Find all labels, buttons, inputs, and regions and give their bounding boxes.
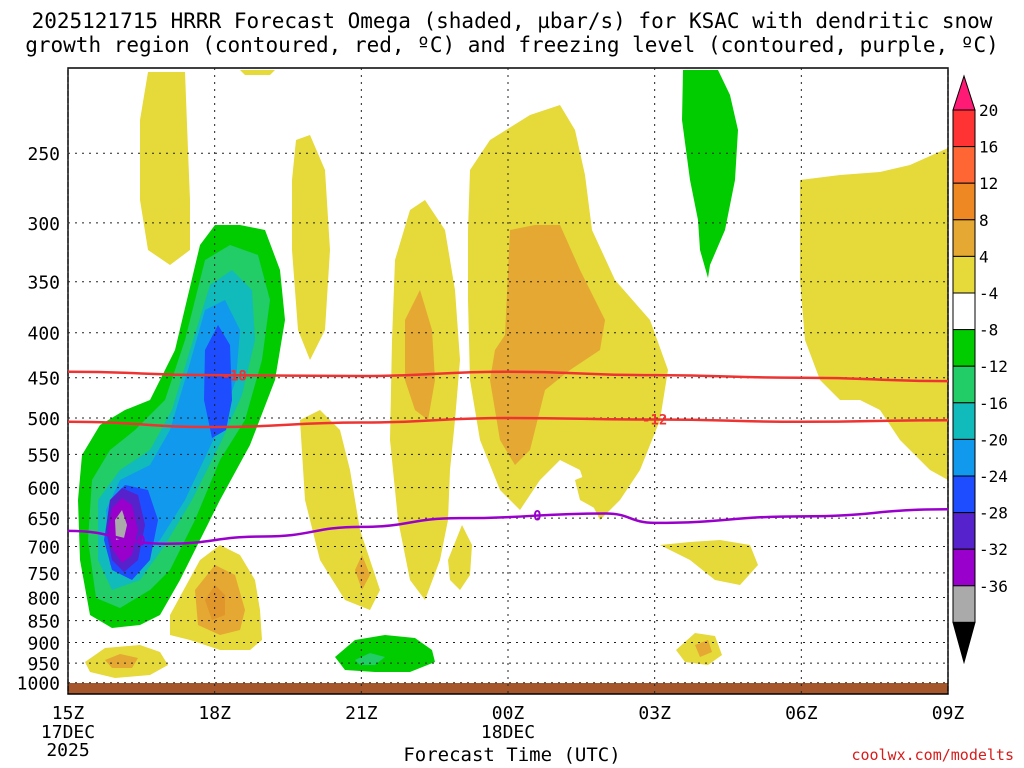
y-tick-label: 250 [27,144,60,165]
x-tick-label: 03Z [638,703,671,724]
y-tick-label: 750 [27,564,60,585]
x-tick-label: 15Z [52,703,85,724]
omega-region [205,585,225,620]
omega-region [682,70,738,278]
y-tick-label: 850 [27,612,60,633]
omega-region [448,525,472,590]
omega-region [140,72,190,265]
colorbar-label: -4 [979,284,998,303]
colorbar-label: -12 [979,357,1008,376]
x-tick-label: 09Z [932,703,965,724]
colorbar-segment [952,182,976,221]
colorbar-segment [952,365,976,404]
colorbar-segment [952,585,976,623]
x-axis-label: Forecast Time (UTC) [403,744,621,766]
ground-strip [68,683,948,694]
omega-region [490,225,605,465]
x-tick-sublabel: 17DEC [41,722,95,743]
colorbar-segment [952,146,976,184]
colorbar-label: 12 [979,174,998,193]
colorbar-top-arrow [952,74,976,111]
colorbar-label: 16 [979,138,998,157]
contour-label: 0 [533,509,541,525]
colorbar-label: -16 [979,394,1008,413]
contour-label: -12 [642,412,667,428]
colorbar-segment [952,438,976,477]
colorbar-label: 8 [979,211,989,230]
colorbar-label: 4 [979,247,989,266]
omega-region [300,410,380,610]
y-tick-label: 950 [27,654,60,675]
y-tick-label: 450 [27,369,60,390]
omega-region [204,325,232,438]
colorbar-label: -8 [979,321,998,340]
colorbar-segment [952,292,976,331]
colorbar-segment [952,512,976,550]
x-tick-label: 00Z [492,703,525,724]
omega-region [660,540,758,585]
omega-region [115,510,127,540]
y-tick-label: 1000 [17,674,60,695]
x-tick-label: 06Z [785,703,818,724]
colorbar-label: -28 [979,504,1008,523]
chart-title-line2: growth region (contoured, red, ºC) and f… [25,33,999,57]
y-tick-label: 900 [27,633,60,654]
colorbar-segment [952,402,976,440]
y-tick-label: 300 [27,214,60,235]
omega-region [695,640,712,657]
colorbar-segment [952,255,976,294]
omega-region [575,470,605,510]
colorbar-segment [952,475,976,514]
contour-freezing-level [67,508,949,545]
contour-dgz [67,370,949,383]
y-tick-label: 800 [27,588,60,609]
colorbar-segment [952,219,976,257]
colorbar-label: 20 [979,101,998,120]
omega-region [335,635,435,672]
omega-region [405,290,435,420]
y-tick-label: 650 [27,509,60,530]
x-tick-label: 21Z [345,703,378,724]
omega-region [292,135,330,360]
colorbar-label: -24 [979,467,1008,486]
colorbar-bottom-arrow [952,621,976,665]
omega-region [105,654,138,668]
contour-label: 0 [137,534,145,550]
x-tick-sublabel: 18DEC [481,722,535,743]
y-tick-label: 700 [27,537,60,558]
y-tick-label: 550 [27,445,60,466]
colorbar-label: -32 [979,540,1008,559]
y-tick-label: 400 [27,324,60,345]
colorbar-label: -20 [979,430,1008,449]
omega-region [355,653,385,665]
y-tick-label: 600 [27,479,60,500]
contour-dgz [67,416,949,429]
omega-region [800,148,948,480]
x-tick-sublabel: 2025 [46,740,89,761]
colorbar-segment [952,329,976,367]
x-tick-label: 18Z [198,703,231,724]
y-tick-label: 350 [27,273,60,294]
colorbar-label: -36 [979,577,1008,596]
watermark: coolwx.com/modelts [851,746,1014,764]
colorbar-segment [952,109,976,148]
chart-title-line1: 2025121715 HRRR Forecast Omega (shaded, … [31,9,993,33]
y-tick-label: 500 [27,409,60,430]
contour-label: -18 [222,368,247,384]
colorbar-segment [952,548,976,587]
omega-region [240,70,275,75]
